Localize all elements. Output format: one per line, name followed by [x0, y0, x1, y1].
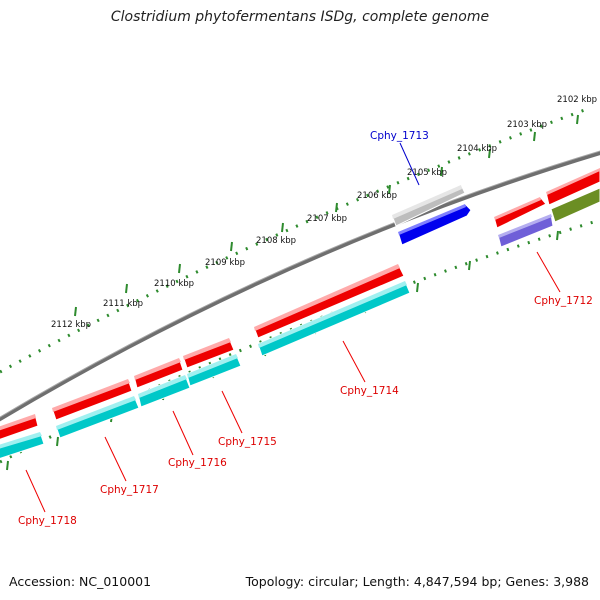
ruler-inner-tick	[6, 460, 9, 471]
cds-cphy-1718-cyan-bevel	[0, 432, 42, 449]
cds-cphy-1713-grey-bevel	[392, 185, 462, 219]
ruler-major-tick	[74, 306, 77, 317]
gene-label-cphy-1712[interactable]: Cphy_1712	[534, 295, 593, 307]
ruler-label: 2104 kbp	[457, 144, 497, 154]
cds-right-top-bevel	[546, 168, 600, 195]
ruler-major-tick	[335, 202, 338, 213]
ruler-inner-tick	[56, 436, 59, 447]
feature-tracks	[0, 167, 600, 459]
gene-label-cphy-1713[interactable]: Cphy_1713	[370, 130, 429, 142]
cds-cphy-1712-violet-bevel	[498, 214, 552, 238]
gene-leader-lines	[25, 142, 561, 513]
cds-cphy-1716-cyan-bevel	[138, 375, 187, 398]
ruler-major-tick	[576, 114, 579, 125]
cds-cphy-1712-red-bevel	[494, 197, 541, 220]
leader-cphy-1718	[25, 469, 46, 513]
cds-cphy-1713-blue-bevel	[398, 204, 466, 235]
ruler-major-tick	[125, 283, 128, 294]
ruler-major-tick	[440, 166, 443, 177]
gene-label-cphy-1718[interactable]: Cphy_1718	[18, 515, 77, 527]
ruler-label: 2112 kbp	[51, 320, 91, 330]
genome-backbone-highlight	[0, 150, 600, 418]
ruler-major-tick	[281, 222, 284, 233]
ruler-major-tick	[533, 131, 536, 142]
ruler-label: 2107 kbp	[307, 214, 347, 224]
ruler-label: 2110 kbp	[154, 279, 194, 289]
cds-cphy-1714-red-bevel	[254, 264, 400, 331]
ruler-label: 2105 kbp	[407, 168, 447, 178]
cds-cphy-1714-cyan-bevel	[258, 281, 407, 348]
cds-cphy-1717-red-bevel	[52, 379, 130, 412]
ruler-label: 2111 kbp	[103, 299, 143, 309]
leader-cphy-1716	[172, 410, 194, 456]
ruler-inner-tick	[468, 260, 471, 271]
leader-cphy-1714	[342, 340, 366, 383]
ruler-inner-tick	[556, 230, 559, 241]
cds-right-olive[interactable]	[550, 187, 600, 223]
gene-label-cphy-1716[interactable]: Cphy_1716	[168, 457, 227, 469]
leader-cphy-1713	[399, 142, 420, 186]
cds-cphy-1718-red-bevel	[0, 414, 36, 431]
leader-cphy-1715	[221, 390, 243, 434]
ruler-major-tick	[178, 263, 181, 274]
cds-cphy-1717-cyan-bevel	[56, 396, 136, 430]
ruler-label: 2106 kbp	[357, 191, 397, 201]
gene-label-cphy-1714[interactable]: Cphy_1714	[340, 385, 399, 397]
ruler-major-tick	[488, 148, 491, 159]
gene-labels: Cphy_1712 Cphy_1713 Cphy_1714 Cphy_1715 …	[18, 130, 593, 527]
leader-cphy-1712	[536, 251, 561, 293]
ruler-inner-tick	[416, 282, 419, 293]
ruler-label: 2109 kbp	[205, 258, 245, 268]
cds-cphy-1715-red-bevel	[183, 338, 231, 360]
accession-label: Accession: NC_010001	[9, 574, 152, 589]
ruler-labels: 2102 kbp 2103 kbp 2104 kbp 2105 kbp 2106 kbp…	[51, 95, 597, 330]
ruler-label: 2103 kbp	[507, 120, 547, 130]
gene-label-cphy-1717[interactable]: Cphy_1717	[100, 484, 159, 496]
ruler-label: 2102 kbp	[557, 95, 597, 105]
genome-backbone	[0, 150, 600, 422]
cds-cphy-1715-cyan-bevel	[187, 354, 238, 378]
cds-cphy-1716-red-bevel	[134, 358, 181, 380]
ruler-major-tick	[230, 241, 233, 252]
genome-summary: Topology: circular; Length: 4,847,594 bp…	[245, 574, 589, 589]
cds-cphy-1712-violet[interactable]	[497, 213, 554, 248]
map-title: Clostridium phytofermentans ISDg, comple…	[110, 9, 490, 25]
ruler-major-tick	[388, 184, 391, 195]
ruler-label: 2108 kbp	[256, 236, 296, 246]
ruler-arc-outer	[0, 106, 591, 374]
gene-label-cphy-1715[interactable]: Cphy_1715	[218, 436, 277, 448]
leader-cphy-1717	[104, 436, 127, 482]
